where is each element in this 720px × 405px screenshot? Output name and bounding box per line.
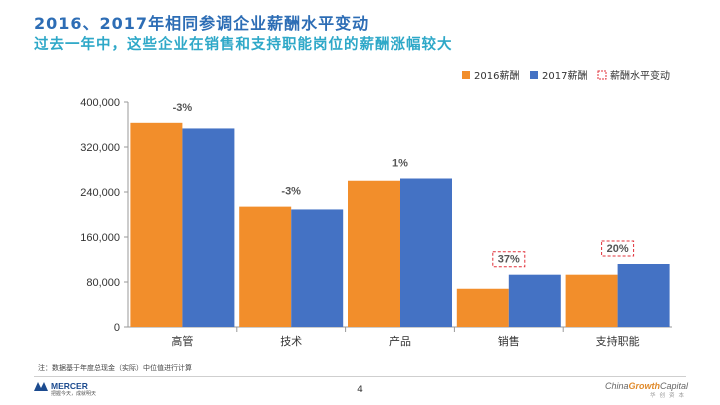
legend-label: 2017薪酬 — [542, 70, 587, 82]
bar-2016 — [239, 206, 292, 327]
brand-name: ChinaGrowthCapital — [605, 381, 688, 392]
bar-2017 — [617, 264, 670, 327]
brand-name-part-2: Growth — [628, 381, 660, 391]
bar-2017 — [508, 274, 561, 327]
y-tick-label: 320,000 — [80, 142, 120, 154]
bar-2016 — [130, 122, 183, 327]
mercer-logo-name: MERCER — [51, 381, 88, 391]
brand-subtitle: 华创资本 — [649, 393, 688, 399]
bar-2017 — [182, 128, 235, 327]
bar-2017 — [400, 178, 452, 327]
page-number: 4 — [357, 385, 363, 395]
mercer-logo-tagline: 把握今天，成就明天 — [51, 391, 97, 397]
brand-name-part-3: Capital — [659, 381, 688, 391]
x-category-label: 支持职能 — [596, 334, 640, 348]
mercer-logo-icon — [34, 382, 48, 391]
change-label: -3% — [281, 186, 301, 198]
change-label: -3% — [173, 102, 193, 114]
x-category-label: 产品 — [389, 334, 411, 348]
bar-2016 — [456, 288, 509, 327]
china-growth-capital-logo: ChinaGrowthCapital 华创资本 — [605, 381, 688, 400]
legend-label: 薪酬水平变动 — [610, 69, 670, 82]
legend-label: 2016薪酬 — [474, 70, 519, 82]
change-label-box — [601, 240, 635, 257]
page-subtitle: 过去一年中，这些企业在销售和支持职能岗位的薪酬涨幅较大 — [34, 37, 453, 53]
x-category-label: 高管 — [171, 334, 193, 348]
change-label: 20% — [607, 243, 629, 255]
legend-swatch-2017 — [530, 71, 538, 79]
footnote: 注：数据基于年度总现金（实际）中位值进行计算 — [38, 364, 192, 372]
x-category-label: 销售 — [498, 334, 520, 348]
legend-swatch-2016 — [462, 71, 470, 79]
y-tick-label: 160,000 — [80, 232, 120, 244]
y-tick-label: 0 — [114, 322, 120, 334]
change-label: 37% — [498, 254, 520, 266]
x-category-label: 技术 — [280, 335, 302, 348]
legend-swatch-change — [597, 70, 607, 80]
bar-2016 — [348, 180, 400, 327]
salary-bar-chart: 0 80,000 160,000 240,000 320,000 400,000 高管 -3%… — [80, 69, 672, 348]
y-tick-label: 240,000 — [80, 187, 120, 199]
footer-divider — [34, 376, 686, 377]
y-tick-label: 80,000 — [86, 277, 120, 289]
bar-2016 — [565, 274, 618, 327]
mercer-logo: MERCER 把握今天，成就明天 — [34, 381, 96, 398]
page-title: 2016、2017年相同参调企业薪酬水平变动 — [34, 14, 370, 33]
y-tick-label: 400,000 — [80, 97, 120, 109]
brand-name-part-1: China — [604, 381, 629, 391]
change-label: 1% — [392, 158, 408, 170]
change-label-box — [492, 251, 526, 268]
bar-2017 — [291, 209, 344, 327]
